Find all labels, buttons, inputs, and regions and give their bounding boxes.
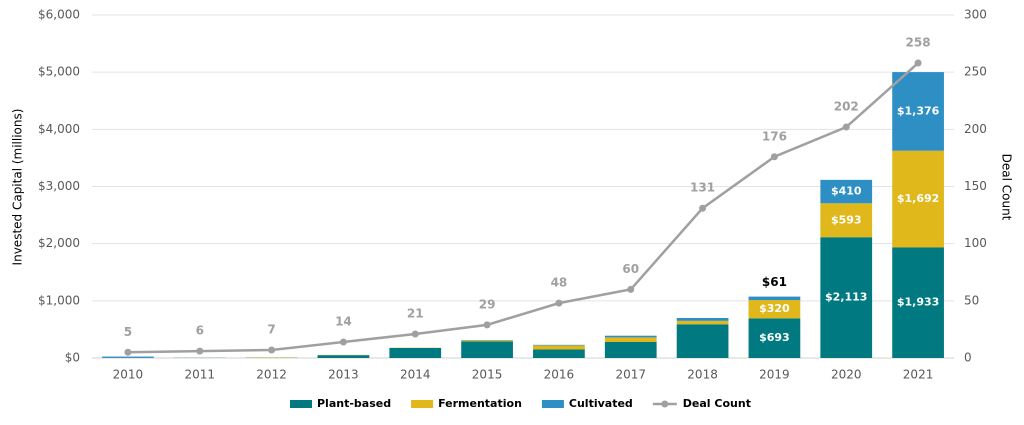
y-tick-label: $0 bbox=[65, 351, 80, 365]
line-point bbox=[914, 59, 922, 67]
x-tick-label: 2012 bbox=[256, 368, 287, 382]
y2-tick-label: 250 bbox=[964, 65, 987, 79]
bar-segment bbox=[820, 179, 873, 204]
x-tick-label: 2016 bbox=[544, 368, 575, 382]
line-point bbox=[268, 346, 276, 354]
y-tick-label: $4,000 bbox=[38, 122, 80, 136]
value-label: $593 bbox=[831, 213, 862, 226]
x-tick-label: 2020 bbox=[831, 368, 862, 382]
bar-segment bbox=[748, 318, 801, 358]
value-label: $1,692 bbox=[897, 192, 939, 205]
line-point bbox=[555, 299, 563, 307]
line-label: 14 bbox=[335, 314, 352, 328]
value-label: $1,376 bbox=[897, 104, 940, 117]
legend-swatch bbox=[411, 400, 434, 408]
bar-segment bbox=[461, 340, 513, 342]
line-point bbox=[842, 123, 850, 131]
line-point bbox=[483, 321, 491, 329]
bar-segment bbox=[317, 355, 370, 358]
y-axis-title: Invested Capital (millions) bbox=[11, 109, 25, 266]
y2-axis-title: Deal Count bbox=[1000, 154, 1014, 221]
value-label: $2,113 bbox=[825, 291, 867, 304]
line-label: 5 bbox=[124, 325, 132, 339]
line-point bbox=[627, 285, 635, 293]
y-tick-label: $1,000 bbox=[38, 293, 80, 307]
legend-label: Plant-based bbox=[317, 397, 391, 410]
bar-segment bbox=[533, 345, 585, 350]
legend-label: Deal Count bbox=[683, 397, 751, 410]
bar-segment bbox=[604, 335, 657, 338]
line-label: 6 bbox=[196, 324, 204, 338]
line-label: 7 bbox=[267, 322, 275, 336]
line-point bbox=[411, 330, 419, 338]
bar-segment bbox=[820, 237, 873, 358]
bar-segment bbox=[676, 320, 729, 325]
x-tick-label: 2018 bbox=[687, 368, 718, 382]
value-label: $693 bbox=[759, 331, 790, 344]
x-tick-label: 2015 bbox=[472, 368, 503, 382]
x-tick-label: 2013 bbox=[328, 368, 359, 382]
bar-segment bbox=[892, 72, 944, 151]
value-label: $61 bbox=[762, 275, 787, 289]
bar-segment bbox=[604, 341, 657, 358]
bar-segment bbox=[748, 300, 801, 319]
bar-segment bbox=[461, 341, 513, 358]
line-label: 48 bbox=[551, 276, 568, 290]
bar-segment bbox=[748, 296, 801, 301]
bar-segment bbox=[102, 356, 154, 358]
line-series bbox=[127, 62, 919, 354]
x-tick-label: 2021 bbox=[903, 368, 934, 382]
line-label: 202 bbox=[834, 100, 859, 114]
bar-segment bbox=[892, 247, 944, 358]
line-point bbox=[699, 204, 707, 212]
line-label: 131 bbox=[690, 181, 715, 195]
y2-tick-label: 100 bbox=[964, 236, 987, 250]
line-label: 176 bbox=[762, 129, 787, 143]
legend-swatch bbox=[541, 400, 564, 408]
legend-label: Cultivated bbox=[569, 397, 633, 410]
x-tick-label: 2019 bbox=[759, 368, 790, 382]
line-label: 60 bbox=[622, 262, 639, 276]
line-point bbox=[339, 338, 347, 346]
line-point bbox=[124, 348, 132, 356]
y-tick-label: $3,000 bbox=[38, 179, 80, 193]
line-point bbox=[196, 347, 204, 355]
bar-segment bbox=[604, 337, 657, 342]
bar-segment bbox=[676, 317, 729, 321]
line-label: 21 bbox=[407, 306, 424, 320]
x-tick-label: 2010 bbox=[113, 368, 144, 382]
bar-segment bbox=[676, 324, 729, 358]
bar-segment bbox=[389, 347, 442, 358]
line-label: 29 bbox=[479, 297, 496, 311]
y2-tick-label: 150 bbox=[964, 179, 987, 193]
x-tick-label: 2017 bbox=[615, 368, 646, 382]
line-point bbox=[770, 153, 778, 161]
bar-segment bbox=[892, 150, 944, 248]
legend-swatch bbox=[290, 400, 312, 408]
y-tick-label: $2,000 bbox=[38, 236, 80, 250]
y-tick-label: $5,000 bbox=[38, 65, 80, 79]
legend-label: Fermentation bbox=[438, 397, 522, 410]
x-tick-label: 2011 bbox=[184, 368, 215, 382]
value-label: $1,933 bbox=[897, 296, 939, 309]
y2-tick-label: 0 bbox=[964, 351, 972, 365]
bar-segment bbox=[820, 203, 873, 238]
y2-tick-label: 200 bbox=[964, 122, 987, 136]
value-label: $320 bbox=[759, 302, 790, 315]
legend-marker bbox=[661, 400, 669, 408]
y2-tick-label: 300 bbox=[964, 8, 987, 22]
y-tick-label: $6,000 bbox=[38, 8, 80, 22]
y2-tick-label: 50 bbox=[964, 293, 979, 307]
x-tick-label: 2014 bbox=[400, 368, 431, 382]
bar-segment bbox=[533, 349, 585, 358]
bar-segment bbox=[533, 344, 585, 346]
value-label: $410 bbox=[831, 185, 862, 198]
line-label: 258 bbox=[906, 36, 931, 50]
